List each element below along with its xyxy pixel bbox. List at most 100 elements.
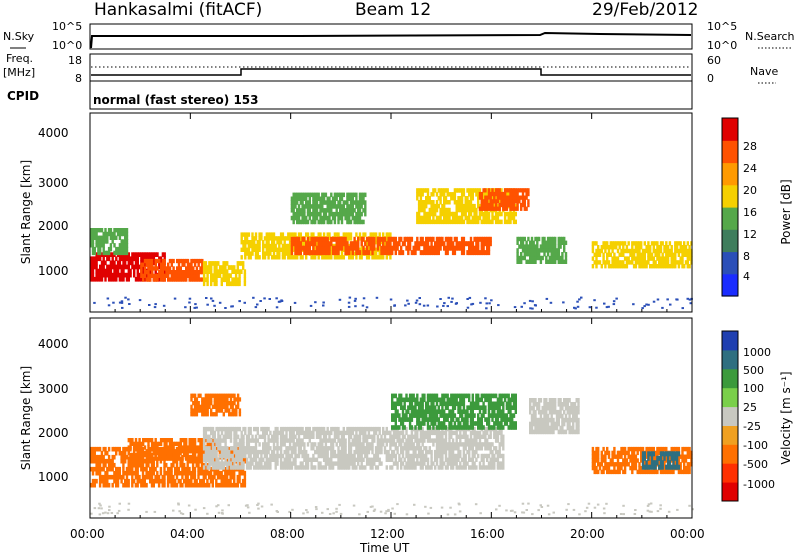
heatmap-cell (251, 236, 254, 241)
heatmap-cell (156, 456, 159, 461)
heatmap-cell (106, 235, 109, 240)
heatmap-cell (328, 245, 331, 251)
heatmap-cell (451, 219, 455, 225)
heatmap-cell (206, 277, 209, 283)
heatmap-cell (491, 442, 494, 447)
heatmap-cell (378, 457, 381, 462)
heatmap-cell (491, 219, 494, 225)
heatmap-cell (100, 268, 104, 274)
heatmap-cell (339, 236, 342, 242)
heatmap-cell (176, 452, 179, 458)
heatmap-cell (226, 273, 229, 278)
heatmap-cell (279, 236, 283, 241)
heatmap-cell (201, 438, 204, 443)
heatmap-cell (231, 465, 234, 470)
heatmap-cell (457, 196, 460, 201)
heatmap-cell (186, 462, 189, 468)
heatmap-cell (296, 245, 299, 251)
heatmap-cell (450, 245, 453, 251)
ground-scatter-cell (106, 297, 110, 300)
heatmap-cell (161, 452, 165, 458)
heatmap-cell (453, 211, 457, 217)
heatmap-cell (684, 245, 688, 250)
heatmap-cell (242, 243, 245, 249)
heatmap-cell (125, 228, 129, 233)
heatmap-cell (523, 206, 526, 211)
heatmap-cell (441, 465, 444, 470)
heatmap-cell (254, 438, 258, 443)
heatmap-cell (161, 273, 165, 278)
heatmap-cell (507, 195, 510, 200)
ground-scatter-cell (173, 297, 177, 300)
heatmap-cell (348, 465, 351, 470)
heatmap-cell (156, 474, 159, 480)
heatmap-cell (315, 192, 319, 198)
heatmap-cell (435, 207, 439, 213)
heatmap-cell (172, 441, 175, 446)
heatmap-cell (263, 442, 267, 447)
heatmap-cell (283, 457, 286, 462)
heatmap-cell (315, 204, 319, 209)
heatmap-cell (455, 430, 458, 436)
heatmap-cell (91, 264, 95, 270)
heatmap-cell (154, 252, 157, 257)
heatmap-cell (520, 244, 523, 249)
heatmap-cell (374, 457, 378, 462)
heatmap-cell (244, 243, 247, 249)
heatmap-cell (149, 449, 152, 454)
ground-scatter-cell (595, 306, 598, 309)
heatmap-cell (351, 241, 354, 247)
heatmap-cell (186, 445, 190, 450)
heatmap-cell (351, 457, 354, 462)
heatmap-cell (197, 273, 200, 278)
heatmap-cell (115, 246, 118, 252)
heatmap-cell (489, 446, 492, 451)
heatmap-cell (623, 264, 627, 269)
heatmap-cell (188, 266, 191, 271)
heatmap-cell (170, 270, 173, 275)
heatmap-cell (636, 252, 639, 257)
heatmap-cell (287, 438, 290, 443)
heatmap-cell (666, 245, 670, 250)
heatmap-cell (263, 430, 267, 436)
ground-scatter-cell (534, 304, 537, 307)
heatmap-cell (143, 458, 146, 464)
heatmap-cell (371, 232, 374, 237)
heatmap-cell (308, 241, 311, 247)
heatmap-cell (253, 426, 256, 432)
heatmap-cell (125, 474, 129, 480)
heatmap-cell (238, 457, 242, 462)
heatmap-cell (235, 442, 238, 447)
heatmap-cell (303, 196, 306, 201)
heatmap-cell (358, 442, 362, 447)
heatmap-cell (247, 438, 251, 443)
heatmap-cell (195, 270, 199, 275)
heatmap-cell (419, 438, 423, 443)
heatmap-cell (466, 196, 469, 201)
heatmap-cell (283, 449, 286, 455)
heatmap-cell (453, 188, 457, 193)
heatmap-cell (525, 244, 528, 249)
nsky-tick-bottom: 10^0 (52, 39, 82, 52)
heatmap-cell (303, 250, 306, 256)
heatmap-cell (297, 196, 301, 201)
heatmap-cell (210, 430, 213, 436)
heatmap-cell (312, 465, 315, 470)
heatmap-cell (204, 449, 208, 455)
heatmap-cell (165, 470, 168, 476)
heatmap-cell (453, 453, 457, 459)
heatmap-cell (357, 236, 360, 242)
heatmap-cell (324, 208, 328, 213)
heatmap-cell (337, 426, 340, 432)
heatmap-cell (435, 434, 439, 439)
heatmap-cell (326, 219, 329, 225)
heatmap-cell (455, 457, 458, 462)
heatmap-cell (109, 272, 113, 278)
heatmap-cell (324, 250, 328, 256)
heatmap-cell (188, 277, 191, 282)
heatmap-cell (339, 211, 342, 217)
heatmap-cell (149, 474, 152, 480)
heatmap-cell (362, 196, 365, 201)
heatmap-cell (351, 245, 354, 251)
heatmap-cell (188, 478, 191, 484)
